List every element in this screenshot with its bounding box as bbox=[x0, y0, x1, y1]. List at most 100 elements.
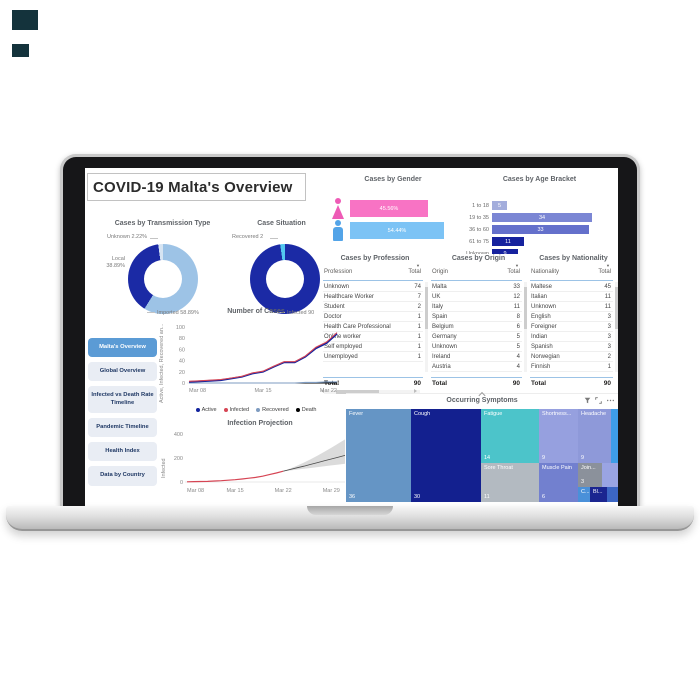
table-row[interactable]: Maltese 45 bbox=[530, 282, 613, 292]
age-bracket-title: Cases by Age Bracket bbox=[502, 176, 577, 183]
scroll-right-arrow[interactable] bbox=[414, 389, 417, 393]
sidebar-item-infected-vs-death-rate-timeline[interactable]: Infected vs Death Rate Timeline bbox=[88, 386, 157, 413]
table-row[interactable]: Doctor 1 bbox=[323, 312, 423, 322]
symptom-tile-bl[interactable]: Bl... bbox=[590, 487, 607, 502]
sidebar-item-global-overview[interactable]: Global Overview bbox=[88, 362, 157, 382]
situation-donut[interactable] bbox=[250, 244, 320, 314]
scroll-thumb[interactable] bbox=[335, 390, 379, 394]
age-bracket-bar-19-to-35[interactable]: 34 bbox=[492, 213, 592, 222]
filter-icon[interactable] bbox=[584, 397, 591, 404]
sidebar-nav: Malta's Overview Global Overview Infected … bbox=[88, 338, 157, 491]
symptom-tile-shortness[interactable]: Shortness... 9 bbox=[539, 409, 578, 463]
symptom-tile-cough[interactable]: Cough 30 bbox=[411, 409, 481, 502]
table-row[interactable]: Malta 33 bbox=[431, 282, 522, 292]
table-row[interactable]: Foreigner 3 bbox=[530, 322, 613, 332]
sidebar-item-health-index[interactable]: Health Index bbox=[88, 442, 157, 462]
symptom-tile-c[interactable]: C... bbox=[578, 487, 590, 502]
column-header-total[interactable]: Total bbox=[507, 269, 520, 275]
symptom-tile-muscle-pain[interactable]: Muscle Pain 6 bbox=[539, 463, 578, 502]
table-row[interactable]: Online worker 1 bbox=[323, 332, 423, 342]
table-row[interactable]: Belgium 6 bbox=[431, 322, 522, 332]
sidebar-item-data-by-country[interactable]: Data by Country bbox=[88, 466, 157, 486]
table-row[interactable]: Norwegian 2 bbox=[530, 352, 613, 362]
sidebar-item-pandemic-timeline[interactable]: Pandemic Timeline bbox=[88, 417, 157, 438]
table-row[interactable]: UK 12 bbox=[431, 292, 522, 302]
vertical-scrollbar[interactable] bbox=[524, 282, 527, 372]
age-bracket-bar-36-to-60[interactable]: 33 bbox=[492, 225, 589, 234]
symptom-tile-partial[interactable] bbox=[607, 487, 618, 502]
scroll-thumb[interactable] bbox=[615, 287, 618, 329]
column-header-profession[interactable]: Profession bbox=[324, 269, 353, 275]
row-label: Foreigner bbox=[531, 324, 557, 330]
table-header[interactable]: Profession Total bbox=[323, 267, 423, 281]
table-row[interactable]: Italian 11 bbox=[530, 292, 613, 302]
scroll-thumb[interactable] bbox=[425, 287, 428, 329]
legend-item-recovered[interactable]: Recovered bbox=[256, 407, 289, 413]
age-bracket-bar-61-to-75[interactable]: 11 bbox=[492, 237, 524, 246]
row-label: Malta bbox=[432, 284, 447, 290]
table-row[interactable]: Student 2 bbox=[323, 302, 423, 312]
table-row[interactable]: Finnish 1 bbox=[530, 362, 613, 372]
table-header[interactable]: Nationality Total bbox=[530, 267, 613, 281]
table-row[interactable]: Unknown 5 bbox=[431, 342, 522, 352]
infection-projection-chart[interactable]: 0 200 400 Mar 08 Mar 15 Mar 22 Mar 29 bbox=[169, 430, 351, 500]
table-header[interactable]: Origin Total bbox=[431, 267, 522, 281]
table-row[interactable]: Health Care Professional 1 bbox=[323, 322, 423, 332]
row-label: Unknown bbox=[531, 304, 557, 310]
legend-label: Infected bbox=[229, 407, 250, 413]
focus-mode-icon[interactable] bbox=[595, 397, 602, 404]
row-label: Spanish bbox=[531, 344, 553, 350]
table-row[interactable]: Germany 5 bbox=[431, 332, 522, 342]
row-label: Unknown bbox=[432, 344, 458, 350]
table-row[interactable]: Self employed 1 bbox=[323, 342, 423, 352]
symptom-tile-partial[interactable] bbox=[611, 409, 618, 463]
row-value: 3 bbox=[607, 314, 611, 320]
legend-item-infected[interactable]: Infected bbox=[223, 407, 250, 413]
vertical-scrollbar[interactable] bbox=[425, 282, 428, 372]
age-bracket-bar-1-to-18[interactable]: 5 bbox=[492, 201, 507, 210]
table-row[interactable]: Indian 3 bbox=[530, 332, 613, 342]
column-header-total[interactable]: Total bbox=[598, 269, 611, 275]
legend-item-active[interactable]: Active bbox=[195, 407, 217, 413]
legend-item-death[interactable]: Death bbox=[295, 407, 316, 413]
column-header-nationality[interactable]: Nationality bbox=[531, 269, 560, 275]
male-cases-bar[interactable]: 54.44% bbox=[350, 222, 444, 239]
column-header-origin[interactable]: Origin bbox=[432, 269, 449, 275]
age-bracket-label: 1 to 18 bbox=[472, 202, 489, 209]
column-header-total[interactable]: Total bbox=[408, 269, 421, 275]
symptom-tile-partial[interactable] bbox=[602, 463, 618, 487]
scroll-thumb[interactable] bbox=[524, 287, 527, 329]
table-row[interactable]: Italy 11 bbox=[431, 302, 522, 312]
horizontal-scrollbar[interactable] bbox=[321, 389, 420, 394]
table-row[interactable]: Ireland 4 bbox=[431, 352, 522, 362]
report-title-box[interactable]: COVID-19 Malta's Overview bbox=[87, 173, 306, 201]
symptom-tile-join[interactable]: Join... 3 bbox=[578, 463, 602, 487]
row-label: Healthcare Worker bbox=[324, 294, 374, 300]
row-value: 1 bbox=[417, 324, 421, 330]
sidebar-item-malta-s-overview[interactable]: Malta's Overview bbox=[88, 338, 157, 358]
table-row[interactable]: Austria 4 bbox=[431, 362, 522, 372]
table-cases-by-origin: Cases by Origin Origin Total ▼ Malta 33 UK 12 It… bbox=[430, 254, 527, 395]
scroll-left-arrow[interactable] bbox=[321, 389, 324, 393]
table-row[interactable]: Unknown 74 bbox=[323, 282, 423, 292]
transmission-donut[interactable] bbox=[128, 244, 198, 314]
age-bracket-bar-unknown[interactable]: 9 bbox=[492, 249, 518, 258]
symptom-tile-sore-throat[interactable]: Sore Throat 11 bbox=[481, 463, 539, 502]
vertical-scrollbar[interactable] bbox=[615, 282, 618, 372]
tile-label: Bl... bbox=[593, 489, 603, 495]
svg-text:Mar 22: Mar 22 bbox=[320, 388, 337, 394]
table-row[interactable]: Unknown 11 bbox=[530, 302, 613, 312]
tile-value: 9 bbox=[542, 455, 546, 461]
more-options-icon[interactable] bbox=[606, 397, 615, 404]
table-row[interactable]: Spain 8 bbox=[431, 312, 522, 322]
number-of-cases-chart[interactable]: 0 20 40 60 80 100 Mar 08 Mar 15 Mar 22 bbox=[171, 319, 343, 405]
transmission-title: Cases by Transmission Type bbox=[114, 220, 211, 227]
symptom-tile-headache[interactable]: Headache 9 bbox=[578, 409, 611, 463]
table-row[interactable]: Unemployed 1 bbox=[323, 352, 423, 362]
symptom-tile-fever[interactable]: Fever 36 bbox=[346, 409, 411, 502]
table-row[interactable]: English 3 bbox=[530, 312, 613, 322]
table-row[interactable]: Spanish 3 bbox=[530, 342, 613, 352]
female-cases-bar[interactable]: 45.56% bbox=[350, 200, 428, 217]
table-row[interactable]: Healthcare Worker 7 bbox=[323, 292, 423, 302]
symptom-tile-fatigue[interactable]: Fatigue 14 bbox=[481, 409, 539, 463]
